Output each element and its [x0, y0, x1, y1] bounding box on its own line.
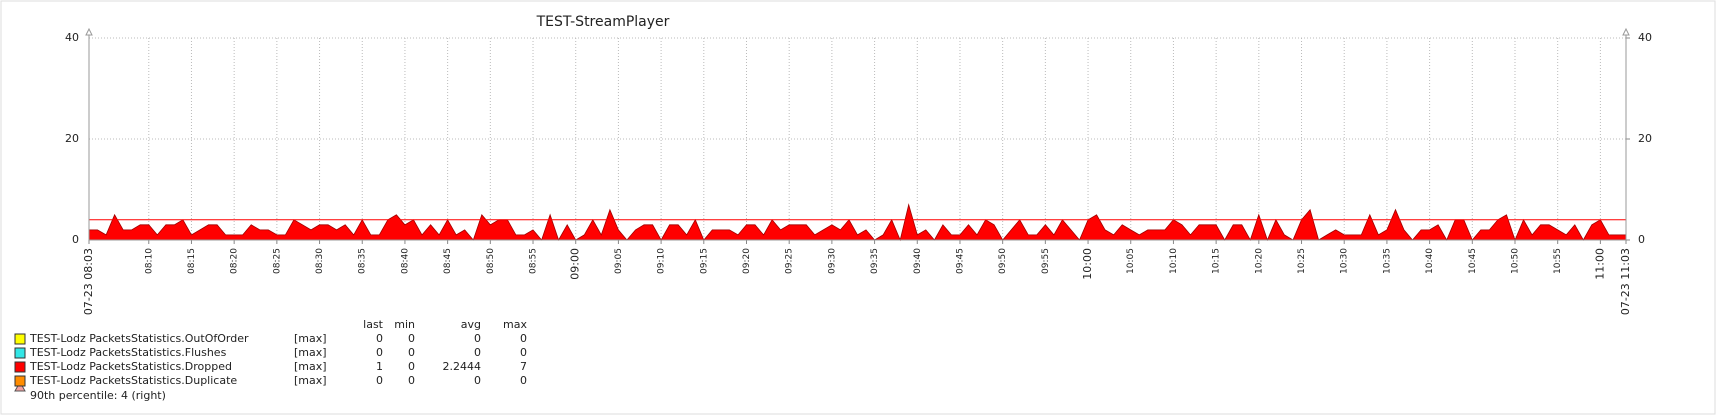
area-fill — [89, 204, 1626, 240]
legend-aggregation: [max] — [294, 360, 327, 373]
legend-stat: 0 — [474, 346, 481, 359]
legend-swatch — [14, 347, 26, 359]
x-tick-label: 10:25 — [1297, 248, 1307, 274]
x-tick-label: 09:00 — [569, 248, 582, 280]
x-tick-label: 10:15 — [1212, 248, 1222, 274]
legend-aggregation: [max] — [294, 346, 327, 359]
legend-stat: 0 — [408, 346, 415, 359]
legend-name: TEST-Lodz PacketsStatistics.Duplicate — [29, 374, 237, 387]
legend-swatch — [14, 361, 26, 373]
x-tick-label: 11:00 — [1593, 248, 1606, 280]
x-tick-label: 08:40 — [400, 248, 410, 274]
x-tick-label: 07-23 08:03 — [82, 248, 95, 315]
legend-stat: 0 — [520, 374, 527, 387]
legend-aggregation: [max] — [294, 374, 327, 387]
y-tick-label: 0 — [72, 233, 79, 246]
x-tick-label: 10:35 — [1382, 248, 1392, 274]
x-tick-label: 08:30 — [315, 248, 325, 274]
x-tick-label: 10:30 — [1340, 248, 1350, 274]
x-tick-label: 09:55 — [1041, 248, 1051, 274]
legend-stat: 0 — [408, 360, 415, 373]
percentile-label: 90th percentile: 4 (right) — [30, 389, 166, 402]
y2-tick-label: 40 — [1638, 31, 1652, 44]
x-tick-label: 08:10 — [144, 248, 154, 274]
axis-arrow — [85, 27, 93, 36]
x-tick-label: 09:10 — [657, 248, 667, 274]
x-tick-label: 09:25 — [785, 248, 795, 274]
legend-stat: 2.2444 — [443, 360, 482, 373]
legend-stat: 0 — [520, 332, 527, 345]
x-tick-label: 10:45 — [1468, 248, 1478, 274]
x-tick-label: 08:25 — [272, 248, 282, 274]
legend-stat: 0 — [408, 374, 415, 387]
x-tick-label: 08:20 — [230, 248, 240, 274]
axis-arrow — [1622, 27, 1630, 36]
x-tick-label: 10:05 — [1126, 248, 1136, 274]
y-tick-label: 20 — [65, 132, 79, 145]
x-tick-label: 09:50 — [998, 248, 1008, 274]
legend-stat: 0 — [520, 346, 527, 359]
x-tick-label: 07-23 11:03 — [1619, 248, 1632, 315]
y2-tick-label: 0 — [1638, 233, 1645, 246]
chart-title: TEST-StreamPlayer — [536, 14, 670, 30]
legend-name: TEST-Lodz PacketsStatistics.OutOfOrder — [29, 332, 249, 345]
legend-name: TEST-Lodz PacketsStatistics.Dropped — [29, 360, 232, 373]
x-tick-label: 08:15 — [187, 248, 197, 274]
stat-header: min — [394, 318, 415, 331]
x-tick-label: 10:40 — [1425, 248, 1435, 274]
legend-stat: 1 — [376, 360, 383, 373]
legend-stat: 0 — [376, 332, 383, 345]
legend-swatch — [14, 375, 26, 387]
legend-stat: 0 — [376, 346, 383, 359]
legend-aggregation: [max] — [294, 332, 327, 345]
x-tick-label: 08:35 — [358, 248, 368, 274]
x-tick-label: 09:05 — [614, 248, 624, 274]
legend-name: TEST-Lodz PacketsStatistics.Flushes — [29, 346, 227, 359]
x-tick-label: 10:10 — [1169, 248, 1179, 274]
stat-header: last — [363, 318, 384, 331]
legend-stat: 7 — [520, 360, 527, 373]
x-tick-label: 08:55 — [529, 248, 539, 274]
stat-header: avg — [461, 318, 481, 331]
x-tick-label: 10:50 — [1510, 248, 1520, 274]
y2-tick-label: 20 — [1638, 132, 1652, 145]
legend-stat: 0 — [408, 332, 415, 345]
x-tick-label: 10:55 — [1553, 248, 1563, 274]
x-tick-label: 09:40 — [913, 248, 923, 274]
x-tick-label: 09:15 — [699, 248, 709, 274]
x-tick-label: 09:20 — [742, 248, 752, 274]
legend-stat: 0 — [474, 332, 481, 345]
x-tick-label: 08:45 — [443, 248, 453, 274]
x-tick-label: 10:00 — [1081, 248, 1094, 280]
y-tick-label: 40 — [65, 31, 79, 44]
legend-stat: 0 — [376, 374, 383, 387]
x-tick-label: 10:20 — [1254, 248, 1264, 274]
area-line — [89, 203, 1626, 242]
x-tick-label: 08:50 — [486, 248, 496, 274]
legend-swatch — [14, 333, 26, 345]
legend-stat: 0 — [474, 374, 481, 387]
x-tick-label: 09:35 — [870, 248, 880, 274]
x-tick-label: 09:30 — [827, 248, 837, 274]
stat-header: max — [503, 318, 527, 331]
x-tick-label: 09:45 — [955, 248, 965, 274]
